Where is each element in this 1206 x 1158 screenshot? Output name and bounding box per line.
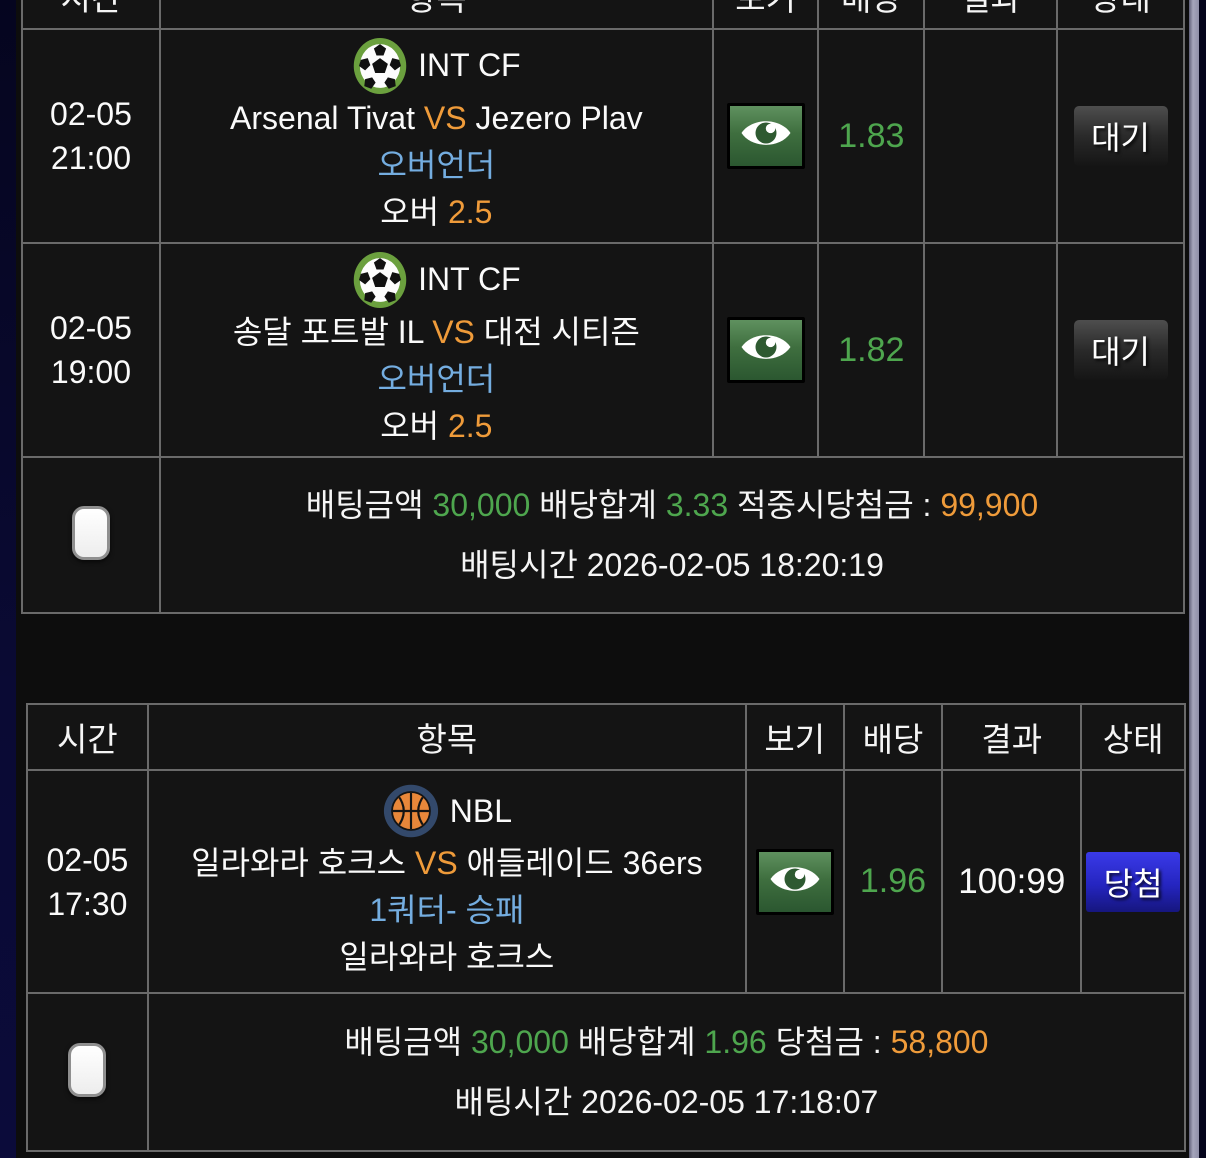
- bet-row: 02-05 17:30: [26, 769, 1186, 994]
- bet-row: 02-05 21:00: [21, 28, 1185, 244]
- bet-summary-row: 배팅금액 30,000 배당합계 3.33 적중시당첨금 : 99,900 배팅…: [21, 456, 1186, 614]
- col-header-view: 보기: [711, 0, 820, 30]
- col-header-time: 시간: [26, 703, 149, 771]
- view-bet-button[interactable]: [726, 103, 805, 169]
- match-time: 02-05 17:30: [26, 769, 149, 994]
- col-header-odds: 배당: [842, 703, 944, 771]
- col-header-view: 보기: [744, 703, 845, 771]
- league-name: INT CF: [418, 47, 521, 83]
- bet-market: 1쿼터- 승패: [369, 892, 525, 928]
- view-bet-button[interactable]: [755, 848, 834, 915]
- match-teams: 송달 포트발 IL VS 대전 시티즌: [232, 313, 640, 350]
- odds-value: 1.96: [842, 769, 944, 994]
- bet-market: 오버언더: [377, 146, 496, 183]
- table-header-row: 시간 항목 보기 배당 결과 상태: [26, 703, 1186, 771]
- bet-summary-row: 배팅금액 30,000 배당합계 1.96 당첨금 : 58,800 배팅시간 …: [26, 992, 1187, 1152]
- match-item: NBL 일라와라 호크스 VS 애들레이드 36ers 1쿼터- 승패 일라와라…: [146, 769, 747, 994]
- select-cell: [26, 992, 149, 1152]
- bet-summary: 배팅금액 30,000 배당합계 1.96 당첨금 : 58,800 배팅시간 …: [146, 992, 1187, 1152]
- bet-row: 02-05 19:00: [21, 242, 1185, 458]
- soccer-icon: [352, 37, 408, 95]
- col-header-item: 항목: [158, 0, 714, 30]
- bet-summary-time: 배팅시간 2026-02-05 17:18:07: [454, 1084, 879, 1120]
- soccer-icon: [352, 251, 408, 309]
- result-value: [923, 28, 1059, 244]
- col-header-time: 시간: [21, 0, 161, 30]
- league-name: NBL: [449, 792, 513, 829]
- bet-history-table-1: 시간 항목 보기 배당 결과 상태 02-05 21:00: [21, 0, 1186, 614]
- view-cell: [744, 769, 845, 994]
- bet-pick: 일라와라 호크스: [339, 939, 555, 975]
- select-bet-checkbox[interactable]: [71, 505, 110, 560]
- view-bet-button[interactable]: [726, 317, 805, 383]
- match-item: INT CF Arsenal Tivat VS Jezero Plav 오버언더…: [158, 28, 714, 244]
- bet-summary: 배팅금액 30,000 배당합계 3.33 적중시당첨금 : 99,900 배팅…: [158, 456, 1186, 614]
- col-header-result: 결과: [923, 0, 1059, 30]
- page-right-margin: [1199, 0, 1206, 1158]
- bet-history-table-2: 시간 항목 보기 배당 결과 상태 02-05 17:30: [26, 703, 1187, 1152]
- col-header-result: 결과: [941, 703, 1083, 771]
- league-name: INT CF: [418, 261, 521, 297]
- eye-icon: [767, 866, 823, 904]
- col-header-odds: 배당: [817, 0, 926, 30]
- status-badge: 대기: [1073, 106, 1168, 166]
- bet-summary-amounts: 배팅금액 30,000 배당합계 1.96 당첨금 : 58,800: [344, 1024, 989, 1060]
- status-cell: 당첨: [1080, 769, 1186, 994]
- result-value: [923, 242, 1059, 458]
- vertical-scrollbar[interactable]: [1189, 0, 1199, 1158]
- status-badge: 대기: [1073, 320, 1168, 380]
- eye-icon: [738, 121, 794, 158]
- match-teams: Arsenal Tivat VS Jezero Plav: [230, 99, 643, 136]
- status-cell: 대기: [1056, 242, 1185, 458]
- status-cell: 대기: [1056, 28, 1185, 244]
- select-bet-checkbox[interactable]: [68, 1042, 107, 1097]
- bet-market: 오버언더: [377, 360, 496, 397]
- view-cell: [711, 28, 820, 244]
- match-teams: 일라와라 호크스 VS 애들레이드 36ers: [191, 845, 703, 881]
- match-time: 02-05 19:00: [21, 242, 161, 458]
- eye-icon: [738, 335, 794, 372]
- col-header-item: 항목: [146, 703, 747, 771]
- col-header-status: 상태: [1056, 0, 1185, 30]
- basketball-icon: [382, 783, 440, 839]
- table-header-row: 시간 항목 보기 배당 결과 상태: [21, 0, 1185, 30]
- match-time: 02-05 21:00: [21, 28, 161, 244]
- odds-value: 1.83: [817, 28, 926, 244]
- match-item: INT CF 송달 포트발 IL VS 대전 시티즌 오버언더 오버 2.5: [158, 242, 714, 458]
- bet-summary-time: 배팅시간 2026-02-05 18:20:19: [460, 547, 884, 583]
- result-value: 100:99: [941, 769, 1083, 994]
- col-header-status: 상태: [1080, 703, 1186, 771]
- odds-value: 1.82: [817, 242, 926, 458]
- select-cell: [21, 456, 161, 614]
- view-cell: [711, 242, 820, 458]
- bet-summary-amounts: 배팅금액 30,000 배당합계 3.33 적중시당첨금 : 99,900: [305, 487, 1039, 523]
- bet-pick: 오버 2.5: [380, 407, 493, 444]
- status-badge: 당첨: [1086, 851, 1181, 912]
- bet-pick: 오버 2.5: [380, 193, 493, 230]
- page-left-margin: [0, 0, 16, 1158]
